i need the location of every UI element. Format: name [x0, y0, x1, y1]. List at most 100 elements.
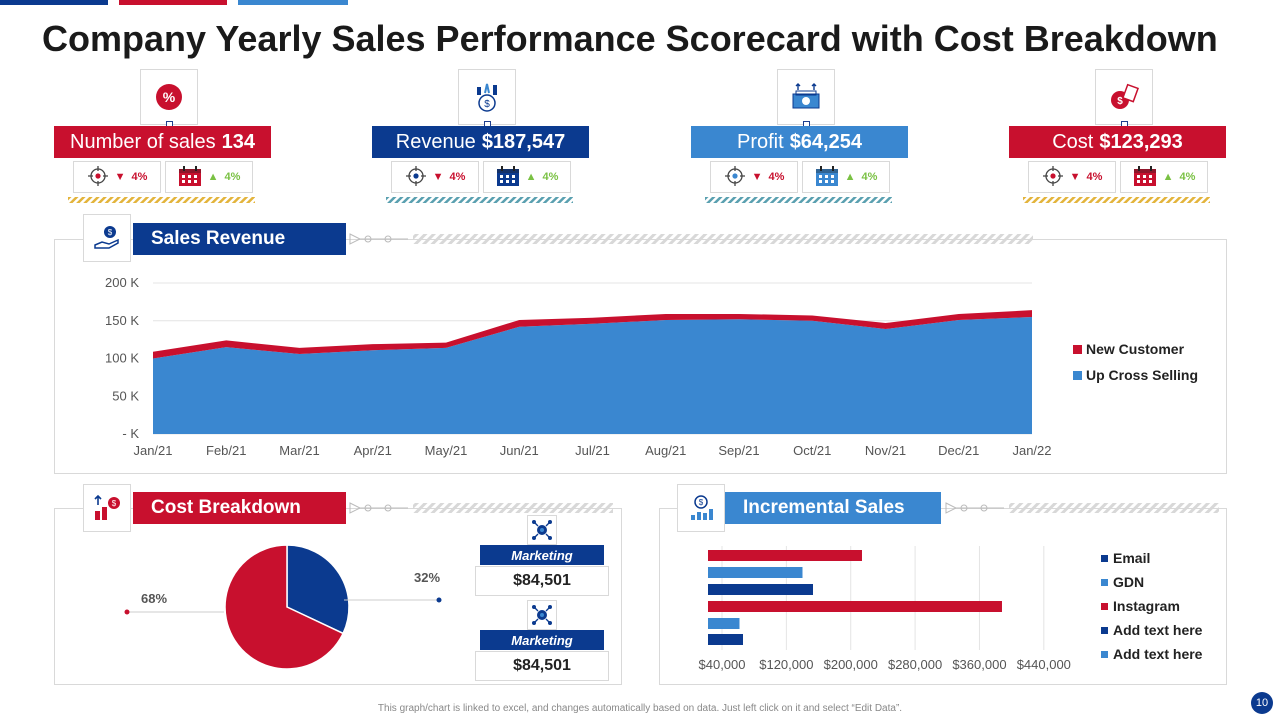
x-tick-label: Feb/21 — [206, 443, 246, 458]
target-indicator: ▼ 4% — [710, 161, 798, 193]
target-change: 4% — [1086, 171, 1103, 183]
calendar-icon — [815, 165, 839, 190]
pie-leader-dot — [124, 609, 130, 615]
area-series-up-cross-selling — [153, 316, 1032, 434]
incremental-sales-panel — [659, 508, 1227, 685]
pie-slice-label: 68% — [141, 591, 167, 606]
kpi-indicators: ▼ 4% ▲ 4% — [710, 161, 890, 193]
pie-slice — [224, 544, 345, 670]
incremental-sales-heading: Incremental Sales — [725, 492, 941, 524]
x-tick-label: Sep/21 — [718, 443, 759, 458]
kpi-name: Profit — [737, 130, 784, 153]
kpi-name: Cost — [1052, 130, 1094, 153]
target-change: 4% — [449, 171, 466, 183]
calendar-icon — [178, 165, 202, 190]
y-tick-label: 50 K — [112, 388, 139, 403]
svg-text:$: $ — [484, 99, 490, 110]
heading-decoration — [945, 502, 1219, 514]
svg-text:%: % — [163, 89, 176, 105]
svg-text:$: $ — [1117, 96, 1123, 107]
target-indicator: ▼ 4% — [391, 161, 479, 193]
y-tick-label: 200 K — [105, 275, 139, 290]
sales-revenue-chart: - K 50 K 100 K 150 K 200 K Jan/21 Feb/21 Mar/2… — [105, 275, 1198, 458]
y-tick-label: 100 K — [105, 351, 139, 366]
target-icon — [724, 165, 746, 190]
legend-label: Add text here — [1113, 646, 1203, 662]
kpi-label: Cost $123,293 — [1009, 126, 1226, 158]
incremental-sales-chart: $40,000 $120,000 $200,000 $280,000 $360,000 $… — [699, 546, 1203, 672]
kpi-value: $123,293 — [1099, 130, 1183, 153]
incremental-bar — [708, 550, 862, 561]
incremental-bar — [708, 567, 803, 578]
footer-note: This graph/chart is linked to excel, and… — [377, 703, 903, 714]
kpi-hatch-divider — [68, 197, 255, 203]
kpi-value: $64,254 — [789, 130, 862, 153]
accent-bar-red — [119, 0, 227, 5]
kpi-hatch-divider — [705, 197, 892, 203]
legend-label: Email — [1113, 550, 1150, 566]
kpi-indicators: ▼ 4% ▲ 4% — [1028, 161, 1208, 193]
x-tick-label: Oct/21 — [793, 443, 831, 458]
kpi-label: Profit $64,254 — [691, 126, 908, 158]
x-tick-label: $120,000 — [759, 657, 813, 672]
up-arrow-icon: ▲ — [844, 171, 856, 183]
cost-breakdown-heading: Cost Breakdown — [133, 492, 346, 524]
period-indicator: ▲ 4% — [1120, 161, 1208, 193]
marketing-label: Marketing — [480, 545, 604, 565]
dollar-growth-icon: $ — [458, 69, 516, 128]
x-tick-label: $200,000 — [824, 657, 878, 672]
pie-leader-dot — [436, 597, 442, 603]
down-arrow-icon: ▼ — [432, 171, 444, 183]
kpi-indicators: ▼ 4% ▲ 4% — [73, 161, 253, 193]
incremental-bar — [708, 634, 743, 645]
legend-label: Add text here — [1113, 622, 1203, 638]
accent-bar-navy — [0, 0, 108, 5]
target-icon — [405, 165, 427, 190]
period-change: 4% — [224, 171, 241, 183]
area-series-new-customer — [153, 310, 1032, 359]
cash-stack-icon — [777, 69, 835, 128]
x-tick-label: Aug/21 — [645, 443, 686, 458]
kpi-hatch-divider — [386, 197, 573, 203]
down-arrow-icon: ▼ — [751, 171, 763, 183]
svg-text:$: $ — [112, 499, 117, 508]
period-change: 4% — [1179, 171, 1196, 183]
legend-swatch — [1101, 579, 1108, 586]
period-indicator: ▲ 4% — [802, 161, 890, 193]
x-tick-label: $280,000 — [888, 657, 942, 672]
x-tick-label: $440,000 — [1017, 657, 1071, 672]
kpi-label: Number of sales 134 — [54, 126, 271, 158]
svg-text:$: $ — [699, 498, 704, 507]
up-arrow-icon: ▲ — [525, 171, 537, 183]
x-tick-label: Jan/22 — [1012, 443, 1051, 458]
x-tick-label: $40,000 — [699, 657, 746, 672]
kpi-indicators: ▼ 4% ▲ 4% — [391, 161, 571, 193]
accent-bar-blue — [238, 0, 348, 5]
incremental-bar — [708, 584, 813, 595]
heading-decoration — [349, 502, 613, 514]
period-indicator: ▲ 4% — [165, 161, 253, 193]
kpi-value: $187,547 — [481, 130, 566, 153]
network-icon — [527, 600, 557, 630]
y-tick-label: - K — [122, 426, 139, 441]
x-tick-label: $360,000 — [952, 657, 1006, 672]
legend-label: GDN — [1113, 574, 1144, 590]
x-tick-label: Jul/21 — [575, 443, 610, 458]
y-tick-label: 150 K — [105, 313, 139, 328]
incremental-bar — [708, 601, 1002, 612]
x-tick-label: Nov/21 — [865, 443, 906, 458]
x-tick-label: Jan/21 — [133, 443, 172, 458]
calendar-icon — [496, 165, 520, 190]
sales-revenue-heading: Sales Revenue — [133, 223, 346, 255]
x-tick-label: May/21 — [425, 443, 468, 458]
kpi-hatch-divider — [1023, 197, 1210, 203]
legend-label: New Customer — [1086, 341, 1185, 357]
incremental-bar — [708, 618, 740, 629]
target-icon — [1042, 165, 1064, 190]
page-number: 10 — [1251, 692, 1273, 714]
down-arrow-icon: ▼ — [114, 171, 126, 183]
legend-swatch — [1101, 627, 1108, 634]
legend-swatch — [1073, 371, 1082, 380]
pie-slice-label: 32% — [414, 570, 440, 585]
period-indicator: ▲ 4% — [483, 161, 571, 193]
